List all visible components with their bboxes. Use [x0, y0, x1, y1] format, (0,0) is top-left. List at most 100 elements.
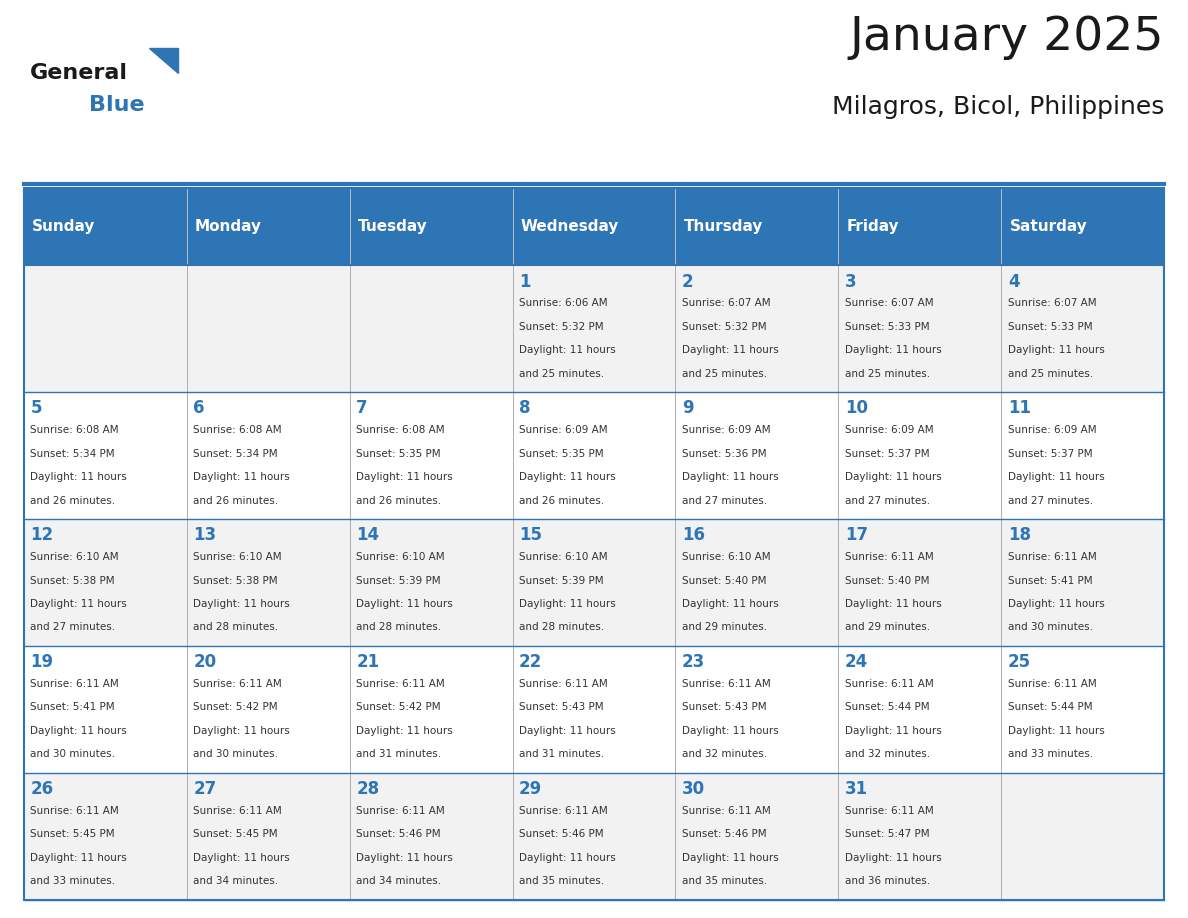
FancyBboxPatch shape [24, 392, 187, 519]
Text: 12: 12 [30, 526, 53, 544]
Text: Daylight: 11 hours: Daylight: 11 hours [682, 472, 778, 482]
Text: and 25 minutes.: and 25 minutes. [682, 369, 767, 379]
FancyBboxPatch shape [1001, 188, 1164, 265]
FancyBboxPatch shape [187, 519, 349, 646]
Text: Daylight: 11 hours: Daylight: 11 hours [1007, 726, 1105, 736]
Text: Daylight: 11 hours: Daylight: 11 hours [519, 472, 615, 482]
Text: 8: 8 [519, 399, 531, 418]
Text: Daylight: 11 hours: Daylight: 11 hours [682, 853, 778, 863]
FancyBboxPatch shape [349, 773, 512, 900]
Text: and 29 minutes.: and 29 minutes. [845, 622, 930, 633]
FancyBboxPatch shape [839, 773, 1001, 900]
Text: Sunrise: 6:11 AM: Sunrise: 6:11 AM [30, 679, 119, 688]
Text: Daylight: 11 hours: Daylight: 11 hours [356, 726, 453, 736]
Text: and 32 minutes.: and 32 minutes. [845, 749, 930, 759]
FancyBboxPatch shape [839, 265, 1001, 392]
Text: 2: 2 [682, 273, 694, 291]
Text: 25: 25 [1007, 654, 1031, 671]
Text: Daylight: 11 hours: Daylight: 11 hours [194, 599, 290, 609]
Text: Sunrise: 6:08 AM: Sunrise: 6:08 AM [194, 425, 282, 435]
Text: 20: 20 [194, 654, 216, 671]
Text: and 28 minutes.: and 28 minutes. [194, 622, 278, 633]
Text: and 27 minutes.: and 27 minutes. [1007, 496, 1093, 506]
FancyBboxPatch shape [349, 519, 512, 646]
Text: Daylight: 11 hours: Daylight: 11 hours [356, 472, 453, 482]
Text: Daylight: 11 hours: Daylight: 11 hours [1007, 599, 1105, 609]
Text: Sunrise: 6:10 AM: Sunrise: 6:10 AM [30, 552, 119, 562]
Text: Sunrise: 6:07 AM: Sunrise: 6:07 AM [1007, 298, 1097, 308]
Text: and 28 minutes.: and 28 minutes. [356, 622, 441, 633]
Text: Sunset: 5:45 PM: Sunset: 5:45 PM [30, 829, 115, 839]
Text: Sunset: 5:46 PM: Sunset: 5:46 PM [356, 829, 441, 839]
FancyBboxPatch shape [512, 188, 676, 265]
FancyBboxPatch shape [839, 188, 1001, 265]
Text: and 27 minutes.: and 27 minutes. [30, 622, 115, 633]
FancyBboxPatch shape [349, 646, 512, 773]
Text: Sunrise: 6:08 AM: Sunrise: 6:08 AM [356, 425, 444, 435]
Text: 7: 7 [356, 399, 368, 418]
Text: 26: 26 [30, 780, 53, 798]
Text: and 28 minutes.: and 28 minutes. [519, 622, 605, 633]
Text: Sunrise: 6:11 AM: Sunrise: 6:11 AM [845, 552, 934, 562]
Text: Daylight: 11 hours: Daylight: 11 hours [30, 599, 127, 609]
FancyBboxPatch shape [24, 519, 187, 646]
Text: Milagros, Bicol, Philippines: Milagros, Bicol, Philippines [832, 95, 1164, 119]
Text: Sunrise: 6:11 AM: Sunrise: 6:11 AM [1007, 679, 1097, 688]
Text: and 27 minutes.: and 27 minutes. [845, 496, 930, 506]
Text: Daylight: 11 hours: Daylight: 11 hours [845, 726, 942, 736]
FancyBboxPatch shape [839, 519, 1001, 646]
Polygon shape [148, 48, 178, 73]
FancyBboxPatch shape [187, 773, 349, 900]
Text: Sunrise: 6:10 AM: Sunrise: 6:10 AM [682, 552, 771, 562]
Text: Sunset: 5:46 PM: Sunset: 5:46 PM [682, 829, 766, 839]
Text: 15: 15 [519, 526, 542, 544]
Text: Sunrise: 6:11 AM: Sunrise: 6:11 AM [845, 679, 934, 688]
Text: Daylight: 11 hours: Daylight: 11 hours [845, 472, 942, 482]
Text: Sunset: 5:37 PM: Sunset: 5:37 PM [845, 449, 929, 459]
Text: Sunset: 5:37 PM: Sunset: 5:37 PM [1007, 449, 1093, 459]
Text: 19: 19 [30, 654, 53, 671]
Text: and 35 minutes.: and 35 minutes. [519, 876, 605, 886]
FancyBboxPatch shape [512, 265, 676, 392]
Text: Sunset: 5:33 PM: Sunset: 5:33 PM [1007, 322, 1093, 331]
FancyBboxPatch shape [349, 265, 512, 392]
Text: General: General [30, 62, 127, 83]
Text: Sunrise: 6:06 AM: Sunrise: 6:06 AM [519, 298, 608, 308]
Text: Sunset: 5:43 PM: Sunset: 5:43 PM [519, 702, 604, 712]
FancyBboxPatch shape [676, 519, 839, 646]
Text: Sunset: 5:39 PM: Sunset: 5:39 PM [519, 576, 604, 586]
Text: 30: 30 [682, 780, 706, 798]
Text: and 30 minutes.: and 30 minutes. [30, 749, 115, 759]
Text: Sunset: 5:39 PM: Sunset: 5:39 PM [356, 576, 441, 586]
Text: Sunrise: 6:11 AM: Sunrise: 6:11 AM [519, 806, 608, 816]
Text: Blue: Blue [89, 95, 145, 115]
Text: Daylight: 11 hours: Daylight: 11 hours [519, 726, 615, 736]
Text: and 30 minutes.: and 30 minutes. [194, 749, 278, 759]
Text: and 36 minutes.: and 36 minutes. [845, 876, 930, 886]
Text: 23: 23 [682, 654, 706, 671]
Text: Tuesday: Tuesday [358, 219, 428, 234]
Text: Sunset: 5:34 PM: Sunset: 5:34 PM [30, 449, 115, 459]
Text: Sunset: 5:43 PM: Sunset: 5:43 PM [682, 702, 766, 712]
Text: Sunrise: 6:11 AM: Sunrise: 6:11 AM [682, 806, 771, 816]
Text: and 33 minutes.: and 33 minutes. [1007, 749, 1093, 759]
Text: Sunset: 5:32 PM: Sunset: 5:32 PM [682, 322, 766, 331]
Text: Sunrise: 6:10 AM: Sunrise: 6:10 AM [519, 552, 608, 562]
FancyBboxPatch shape [1001, 519, 1164, 646]
Text: and 35 minutes.: and 35 minutes. [682, 876, 767, 886]
Text: Sunrise: 6:07 AM: Sunrise: 6:07 AM [845, 298, 934, 308]
Text: 28: 28 [356, 780, 379, 798]
FancyBboxPatch shape [187, 265, 349, 392]
Text: Sunset: 5:46 PM: Sunset: 5:46 PM [519, 829, 604, 839]
FancyBboxPatch shape [1001, 265, 1164, 392]
Text: 24: 24 [845, 654, 868, 671]
Text: Daylight: 11 hours: Daylight: 11 hours [356, 853, 453, 863]
Text: Sunday: Sunday [32, 219, 95, 234]
Text: Sunset: 5:41 PM: Sunset: 5:41 PM [1007, 576, 1093, 586]
Text: 4: 4 [1007, 273, 1019, 291]
Text: Daylight: 11 hours: Daylight: 11 hours [194, 853, 290, 863]
Text: Sunrise: 6:09 AM: Sunrise: 6:09 AM [1007, 425, 1097, 435]
Text: 5: 5 [30, 399, 42, 418]
FancyBboxPatch shape [24, 646, 187, 773]
Text: Sunset: 5:42 PM: Sunset: 5:42 PM [194, 702, 278, 712]
